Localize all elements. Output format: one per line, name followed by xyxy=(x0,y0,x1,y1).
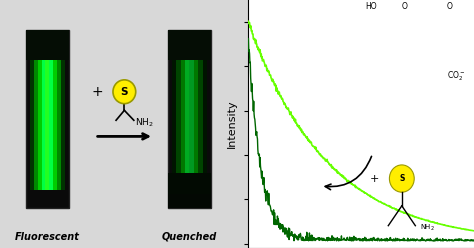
Bar xyxy=(168,30,211,60)
Bar xyxy=(172,60,176,190)
Bar xyxy=(30,60,34,190)
Y-axis label: Intensity: Intensity xyxy=(227,100,237,148)
Text: O: O xyxy=(402,2,408,11)
Bar xyxy=(168,173,211,194)
Bar xyxy=(176,60,181,190)
Bar xyxy=(57,60,61,190)
Bar xyxy=(34,60,37,190)
Text: NH$_2$: NH$_2$ xyxy=(135,117,153,129)
Bar xyxy=(46,60,49,190)
Text: +: + xyxy=(91,85,103,99)
Bar xyxy=(190,60,194,190)
Bar xyxy=(168,194,211,208)
Bar xyxy=(168,30,211,208)
Text: Fluorescent: Fluorescent xyxy=(15,232,80,242)
Bar xyxy=(49,60,53,190)
Circle shape xyxy=(390,165,414,192)
Bar xyxy=(53,60,57,190)
Text: NH$_2$: NH$_2$ xyxy=(420,223,435,233)
Text: Quenched: Quenched xyxy=(162,232,217,242)
Text: S: S xyxy=(120,87,128,97)
Bar xyxy=(26,30,69,208)
Text: +: + xyxy=(370,174,379,184)
Text: CO$_2^-$: CO$_2^-$ xyxy=(447,69,465,83)
Bar xyxy=(42,60,46,190)
Bar xyxy=(26,30,69,60)
Bar xyxy=(61,60,65,190)
Bar xyxy=(202,60,207,190)
Circle shape xyxy=(113,80,136,104)
Text: HO: HO xyxy=(366,2,377,11)
Bar xyxy=(198,60,202,190)
Bar xyxy=(37,60,42,190)
Bar xyxy=(181,60,185,190)
Bar xyxy=(194,60,198,190)
Text: O: O xyxy=(447,2,453,11)
Bar xyxy=(185,60,190,190)
Text: S: S xyxy=(399,174,404,183)
